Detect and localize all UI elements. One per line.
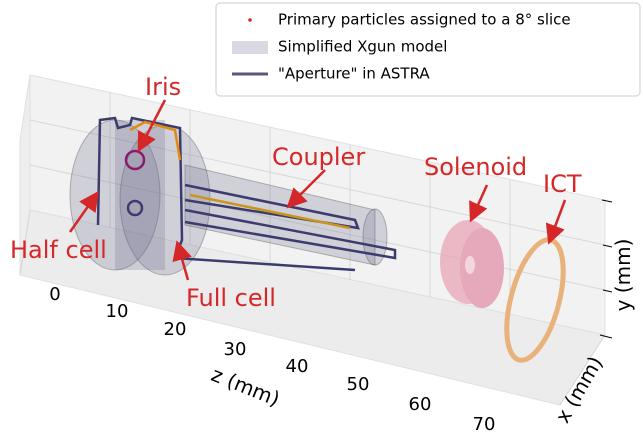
annotation: Half cell [10,236,107,264]
z-axis-label: z (mm) [208,362,283,411]
annotation: ICT [543,170,582,198]
legend-label: "Aperture" in ASTRA [278,65,430,83]
z-tick-label: 40 [286,356,309,377]
z-tick-label: 10 [106,301,129,322]
annotation: Coupler [272,143,365,171]
z-tick-label: 20 [164,319,187,340]
legend-label: Primary particles assigned to a 8° slice [278,11,571,29]
legend: Primary particles assigned to a 8° slice… [216,3,640,96]
z-tick-label: 0 [49,284,60,305]
annotation: Full cell [186,284,276,312]
legend-label: Simplified Xgun model [278,38,447,56]
figure: Iris Coupler Solenoid ICT Half cell Full… [0,0,643,435]
annotation: Iris [145,73,181,101]
annotation: Solenoid [424,153,527,181]
z-tick-label: 60 [409,394,432,415]
z-tick-label: 50 [347,374,370,395]
z-tick-label: 70 [473,414,496,435]
z-tick-label: 30 [224,339,247,360]
y-axis-label: y (mm) [611,239,635,312]
